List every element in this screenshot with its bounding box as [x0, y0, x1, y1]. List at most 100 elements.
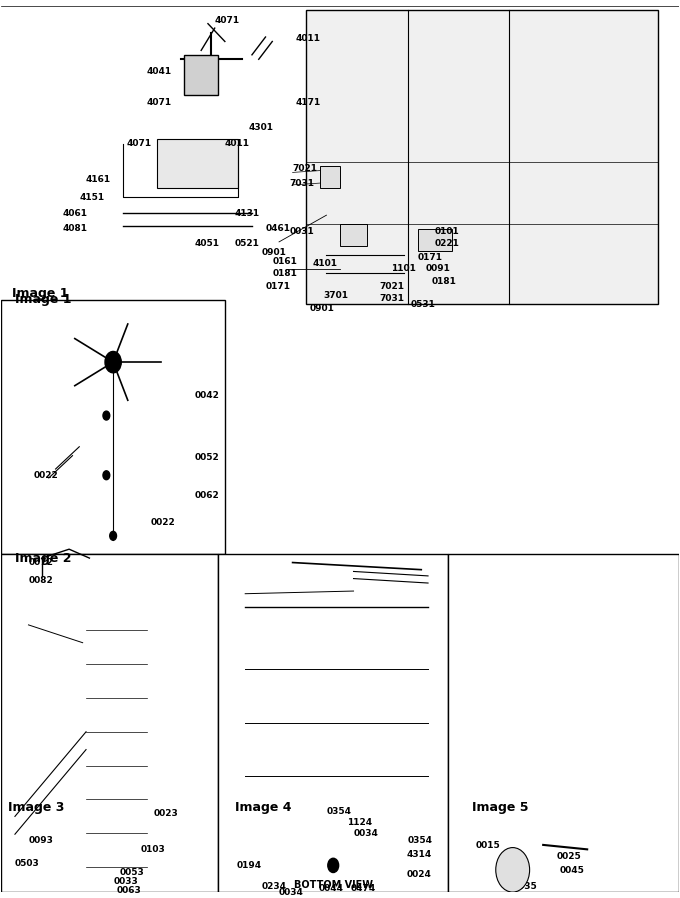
- Circle shape: [105, 351, 121, 373]
- Text: 0901: 0901: [262, 248, 287, 257]
- Text: 0531: 0531: [411, 300, 436, 309]
- Text: 0034: 0034: [354, 829, 378, 838]
- Bar: [489, 814, 537, 867]
- Text: 0082: 0082: [29, 576, 53, 585]
- Text: 1124: 1124: [347, 818, 372, 827]
- Text: 0234: 0234: [262, 882, 287, 892]
- Text: 0521: 0521: [235, 239, 260, 248]
- Text: 0181: 0181: [272, 269, 297, 277]
- Text: 4011: 4011: [225, 139, 250, 148]
- Text: 0181: 0181: [431, 277, 456, 286]
- Text: 4071: 4071: [215, 16, 240, 25]
- Text: 0354: 0354: [326, 807, 352, 816]
- Text: 0033: 0033: [113, 877, 138, 886]
- Bar: [157, 139, 239, 189]
- Bar: [76, 411, 150, 478]
- Text: 0101: 0101: [435, 226, 460, 235]
- Bar: [86, 571, 147, 875]
- Text: 0025: 0025: [557, 852, 581, 861]
- Bar: [556, 846, 568, 866]
- Circle shape: [103, 411, 109, 420]
- Bar: [408, 816, 435, 830]
- Text: Image 3: Image 3: [8, 801, 65, 814]
- Text: 4051: 4051: [194, 239, 220, 248]
- Text: 0034: 0034: [279, 887, 304, 896]
- Text: 0103: 0103: [140, 845, 165, 854]
- Text: 7031: 7031: [379, 295, 405, 304]
- Text: 4081: 4081: [63, 224, 87, 233]
- Text: 4314: 4314: [407, 850, 432, 859]
- Bar: [1, 300, 225, 554]
- Text: 0171: 0171: [418, 253, 443, 262]
- Text: 7021: 7021: [379, 282, 405, 291]
- Bar: [69, 473, 157, 496]
- Text: 0091: 0091: [426, 264, 451, 273]
- Bar: [69, 872, 150, 887]
- Text: 4301: 4301: [249, 123, 273, 132]
- Text: Image 4: Image 4: [235, 801, 292, 814]
- Text: 0015: 0015: [475, 841, 500, 850]
- Text: 0171: 0171: [265, 282, 290, 291]
- Text: 0022: 0022: [150, 518, 175, 527]
- Circle shape: [109, 532, 116, 541]
- Text: 0022: 0022: [34, 471, 58, 480]
- Text: 0031: 0031: [289, 226, 314, 235]
- Text: 0072: 0072: [29, 558, 53, 567]
- Text: 4171: 4171: [296, 99, 321, 108]
- Bar: [80, 565, 154, 578]
- Text: 4071: 4071: [147, 99, 172, 108]
- Circle shape: [103, 471, 109, 480]
- Bar: [320, 166, 340, 189]
- Text: 0503: 0503: [15, 859, 39, 868]
- Bar: [340, 224, 367, 246]
- Text: 0053: 0053: [120, 868, 145, 877]
- Text: 0461: 0461: [265, 224, 290, 233]
- Text: 0063: 0063: [116, 885, 141, 894]
- Bar: [235, 560, 438, 882]
- Text: Image 1: Image 1: [15, 294, 71, 306]
- Bar: [63, 497, 164, 532]
- Bar: [245, 598, 428, 848]
- Bar: [418, 228, 452, 251]
- Text: 0023: 0023: [154, 809, 179, 818]
- Bar: [184, 55, 218, 95]
- Text: 4101: 4101: [313, 259, 338, 268]
- Text: 0194: 0194: [237, 861, 262, 870]
- Text: Image 2: Image 2: [15, 551, 71, 565]
- Bar: [218, 554, 448, 892]
- Text: BOTTOM VIEW: BOTTOM VIEW: [294, 880, 373, 890]
- Text: Image 5: Image 5: [472, 801, 528, 814]
- Text: 0045: 0045: [560, 867, 585, 876]
- Text: 0024: 0024: [407, 870, 431, 879]
- Text: 4041: 4041: [147, 67, 172, 76]
- Circle shape: [328, 858, 339, 873]
- Text: 0354: 0354: [408, 836, 432, 845]
- Text: 4011: 4011: [296, 34, 321, 43]
- Text: 0052: 0052: [194, 453, 219, 462]
- Text: 0161: 0161: [272, 257, 297, 266]
- Text: 4161: 4161: [86, 175, 111, 184]
- Text: 0062: 0062: [194, 491, 219, 500]
- Circle shape: [496, 848, 530, 892]
- Text: 0044: 0044: [318, 884, 343, 893]
- Text: 0042: 0042: [194, 391, 219, 400]
- Text: 4131: 4131: [235, 209, 260, 218]
- Text: 0093: 0093: [29, 836, 53, 845]
- Text: 4071: 4071: [126, 139, 152, 148]
- Bar: [1, 554, 218, 892]
- Text: 1101: 1101: [391, 264, 415, 273]
- Text: 4151: 4151: [80, 193, 105, 202]
- Text: 0221: 0221: [435, 239, 460, 248]
- Bar: [475, 848, 564, 861]
- Bar: [69, 378, 157, 407]
- Text: 4061: 4061: [63, 209, 87, 218]
- Bar: [448, 554, 679, 892]
- Text: 0901: 0901: [309, 304, 335, 313]
- Text: Image 1: Image 1: [12, 287, 68, 300]
- Text: 0035: 0035: [513, 882, 537, 892]
- Text: 0474: 0474: [350, 884, 375, 893]
- Text: 7031: 7031: [289, 180, 314, 189]
- Text: 7021: 7021: [292, 164, 318, 173]
- Bar: [306, 10, 658, 304]
- Text: 3701: 3701: [323, 291, 348, 300]
